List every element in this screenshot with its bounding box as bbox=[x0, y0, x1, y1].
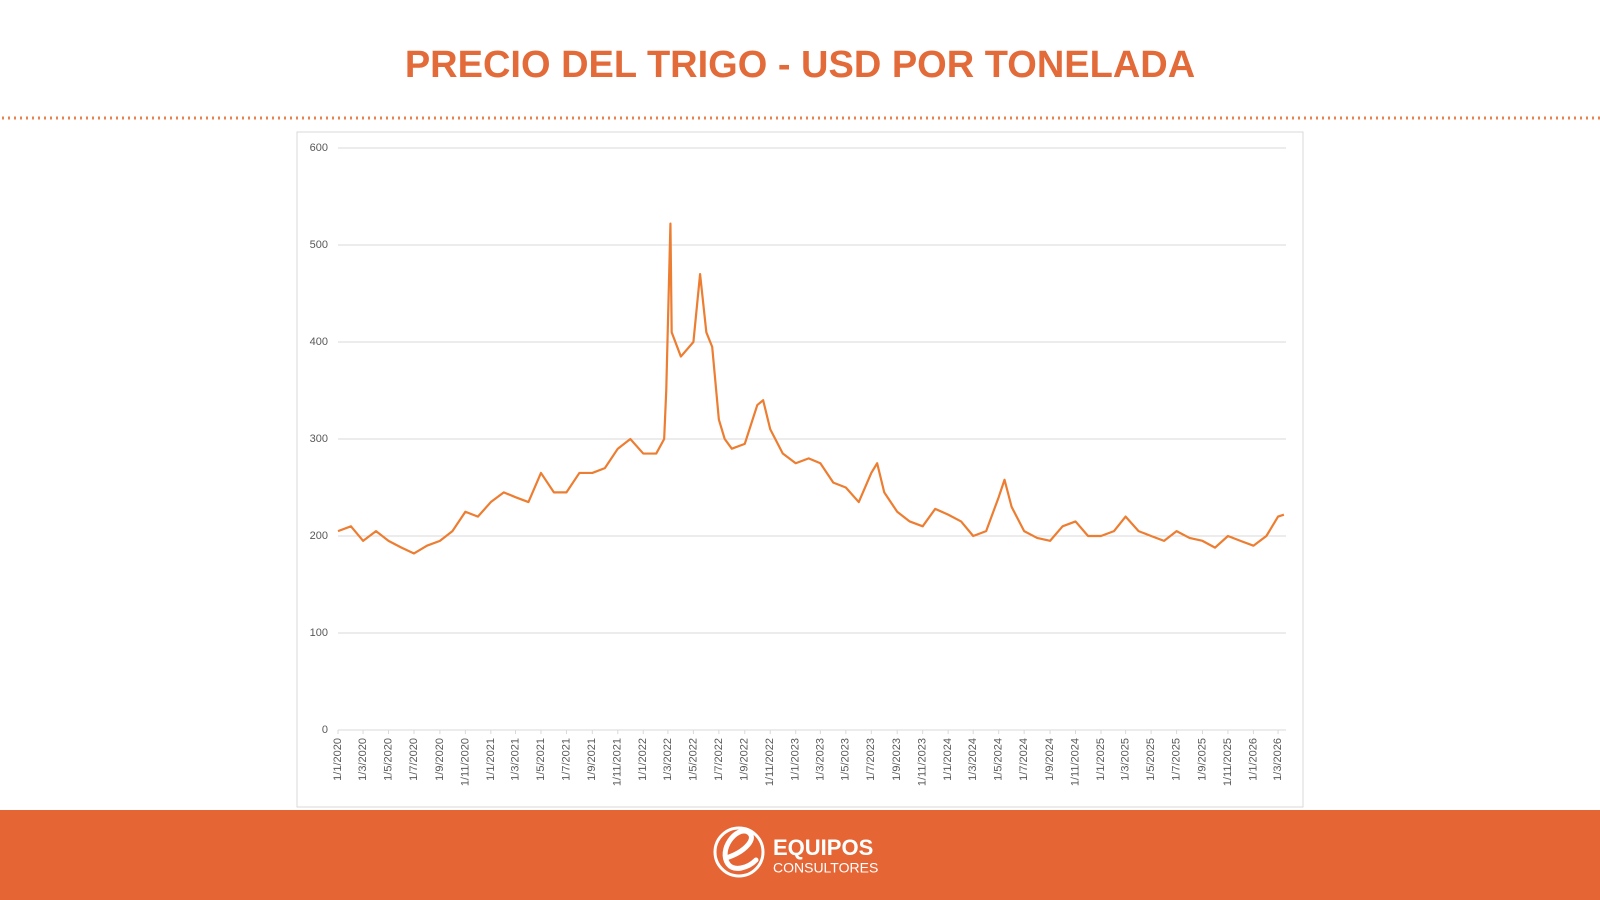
x-tick-label: 1/1/2024 bbox=[942, 738, 954, 781]
x-tick-label: 1/3/2024 bbox=[967, 738, 979, 781]
x-tick-label: 1/1/2023 bbox=[790, 738, 802, 781]
x-tick-label: 1/3/2022 bbox=[662, 738, 674, 781]
x-tick-label: 1/9/2023 bbox=[891, 738, 903, 781]
x-tick-label: 1/5/2023 bbox=[840, 738, 852, 781]
x-tick-label: 1/9/2021 bbox=[586, 738, 598, 781]
x-tick-label: 1/7/2025 bbox=[1170, 738, 1182, 781]
x-tick-label: 1/3/2020 bbox=[357, 738, 369, 781]
x-tick-label: 1/3/2026 bbox=[1272, 738, 1284, 781]
logo-e bbox=[722, 828, 759, 871]
y-tick-label: 600 bbox=[310, 142, 328, 154]
data-line bbox=[337, 222, 1285, 555]
x-tick-label: 1/11/2025 bbox=[1222, 738, 1234, 786]
y-tick-label: 0 bbox=[322, 724, 328, 736]
x-tick-label: 1/7/2021 bbox=[560, 738, 572, 781]
chart-panel bbox=[296, 131, 1304, 808]
x-tick-label: 1/5/2021 bbox=[535, 738, 547, 781]
brand-name: EQUIPOS bbox=[773, 835, 873, 860]
x-tick-label: 1/11/2024 bbox=[1069, 738, 1081, 786]
x-tick-label: 1/9/2024 bbox=[1044, 738, 1056, 781]
plot-area: 0 100 200 300 400 500 600 1/1/2020 1/3/2020 1/5/2… bbox=[310, 142, 1286, 786]
logo-icon bbox=[713, 826, 765, 878]
x-tick-label: 1/1/2021 bbox=[485, 738, 497, 781]
x-tick-label: 1/9/2020 bbox=[434, 738, 446, 781]
x-tick-label: 1/11/2020 bbox=[459, 738, 471, 786]
x-tick-label: 1/9/2025 bbox=[1196, 738, 1208, 781]
x-tick-label: 1/7/2022 bbox=[713, 738, 725, 781]
brand-tagline: CONSULTORES bbox=[773, 860, 878, 876]
x-tick-label: 1/7/2023 bbox=[865, 738, 877, 781]
footer-band bbox=[0, 810, 1600, 900]
x-tick-label: 1/1/2022 bbox=[637, 738, 649, 781]
y-tick-label: 100 bbox=[310, 627, 328, 639]
x-tick-label: 1/1/2025 bbox=[1095, 738, 1107, 781]
x-tick-label: 1/3/2021 bbox=[509, 738, 521, 781]
x-tick-label: 1/9/2022 bbox=[739, 738, 751, 781]
y-tick-label: 200 bbox=[310, 530, 328, 542]
logo-ring bbox=[713, 826, 765, 878]
x-tick-label: 1/5/2024 bbox=[993, 738, 1005, 781]
y-tick-label: 400 bbox=[310, 336, 328, 348]
x-tick-label: 1/7/2020 bbox=[408, 738, 420, 781]
x-tick-label: 1/11/2023 bbox=[917, 738, 929, 786]
x-tick-label: 1/5/2020 bbox=[382, 738, 394, 781]
x-tick-label: 1/3/2025 bbox=[1120, 738, 1132, 781]
x-tick-label: 1/11/2021 bbox=[612, 738, 624, 786]
x-tick-label: 1/3/2023 bbox=[814, 738, 826, 781]
x-tick-label: 1/7/2024 bbox=[1018, 738, 1030, 781]
chart-title: PRECIO DEL TRIGO - USD POR TONELADA bbox=[405, 44, 1195, 86]
x-tick-label: 1/5/2025 bbox=[1145, 738, 1157, 781]
x-tick-label: 1/5/2022 bbox=[687, 738, 699, 781]
y-tick-label: 500 bbox=[310, 239, 328, 251]
x-tick-label: 1/11/2022 bbox=[764, 738, 776, 786]
y-tick-label: 300 bbox=[310, 433, 328, 445]
x-tick-label: 1/1/2026 bbox=[1247, 738, 1259, 781]
x-tick-label: 1/1/2020 bbox=[332, 738, 344, 781]
